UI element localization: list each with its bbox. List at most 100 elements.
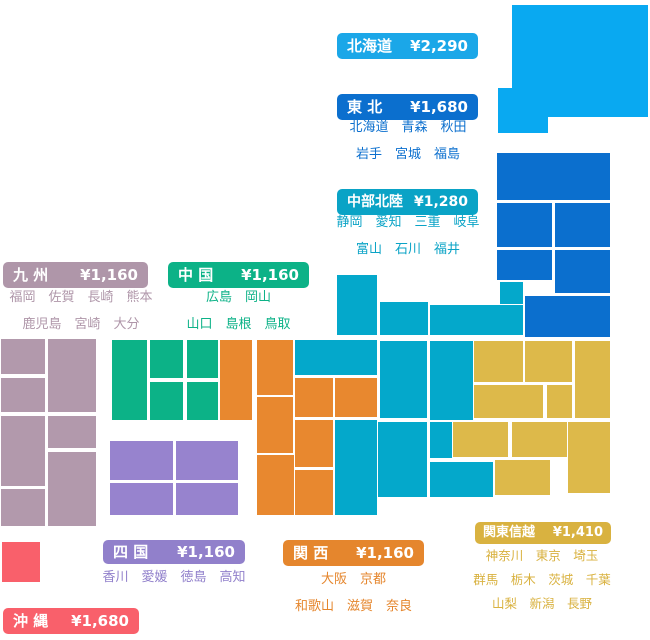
- map-tile-chugoku: [187, 382, 218, 420]
- region-price: ¥1,280: [413, 194, 468, 210]
- map-tile-chubu_hokuriku: [500, 282, 523, 304]
- region-name: 北海道: [347, 37, 393, 55]
- map-tile-tohoku: [555, 203, 610, 247]
- region-label-chugoku: 中 国 ¥1,160: [168, 262, 309, 288]
- map-tile-kanto_shinetsu: [474, 341, 523, 382]
- map-tile-chugoku: [150, 382, 183, 420]
- region-label-tohoku: 東 北 ¥1,680: [337, 94, 478, 120]
- region-name: 中 国: [178, 266, 214, 284]
- map-tile-kansai: [220, 340, 252, 420]
- map-tile-kyushu: [1, 378, 45, 412]
- map-tile-chubu_hokuriku: [380, 302, 428, 335]
- map-tile-shikoku: [176, 483, 238, 515]
- region-name: 四 国: [113, 543, 149, 561]
- prefecture-list-tohoku: 北海道 青森 秋田 岩手 宮城 福島: [328, 114, 488, 168]
- map-tile-chugoku: [112, 340, 147, 420]
- map-tile-kansai: [335, 378, 377, 417]
- region-name: 関東信越: [483, 525, 536, 540]
- map-tile-shikoku: [110, 441, 173, 480]
- map-tile-chubu_hokuriku: [430, 341, 473, 420]
- map-tile-kansai: [257, 455, 294, 515]
- map-tile-chubu_hokuriku: [380, 341, 427, 418]
- map-tile-kansai: [295, 420, 333, 467]
- prefecture-list-shikoku: 香川 愛媛 徳島 高知: [96, 564, 252, 591]
- map-tile-chubu_hokuriku: [430, 462, 493, 497]
- region-label-okinawa: 沖 縄 ¥1,680: [3, 608, 139, 634]
- map-tile-kyushu: [48, 416, 96, 448]
- region-price: ¥1,680: [71, 612, 129, 630]
- prefecture-row: 福岡 佐賀 長崎 熊本: [9, 290, 153, 305]
- map-tile-tohoku: [525, 296, 610, 337]
- map-tile-kyushu: [1, 489, 45, 526]
- map-tile-chugoku: [150, 340, 183, 378]
- map-tile-shikoku: [110, 483, 173, 515]
- map-tile-kanto_shinetsu: [512, 422, 567, 457]
- prefecture-row: 山梨 新潟 長野: [491, 596, 592, 611]
- map-tile-kyushu: [1, 416, 45, 486]
- prefecture-list-kanto-shinetsu: 神奈川 東京 埼玉 群馬 栃木 茨城 千葉 山梨 新潟 長野: [464, 544, 620, 616]
- prefecture-row: 鹿児島 宮崎 大分: [22, 317, 140, 332]
- prefecture-row: 静岡 愛知 三重 岐阜: [336, 215, 480, 230]
- prefecture-row: 香川 愛媛 徳島 高知: [102, 570, 246, 585]
- region-price: ¥2,290: [410, 37, 468, 55]
- map-tile-tohoku: [555, 250, 610, 293]
- map-tile-kanto_shinetsu: [453, 422, 508, 457]
- map-tile-chubu_hokuriku: [378, 422, 427, 497]
- map-tile-kansai: [295, 378, 333, 417]
- map-tile-okinawa: [2, 542, 40, 582]
- map-tile-kanto_shinetsu: [568, 422, 610, 493]
- region-price: ¥1,160: [177, 543, 235, 561]
- region-price: ¥1,160: [80, 266, 138, 284]
- prefecture-list-kansai: 大阪 京都 和歌山 滋賀 奈良: [276, 566, 431, 620]
- region-price: ¥1,160: [241, 266, 299, 284]
- map-tile-chubu_hokuriku: [430, 422, 452, 458]
- map-tile-kansai: [257, 397, 293, 453]
- region-label-kanto-shinetsu: 関東信越 ¥1,410: [475, 522, 611, 544]
- map-tile-chubu_hokuriku: [335, 420, 377, 515]
- region-name: 沖 縄: [13, 612, 49, 630]
- region-price: ¥1,160: [356, 544, 414, 562]
- map-tile-tohoku: [497, 203, 552, 247]
- region-name: 九 州: [13, 266, 49, 284]
- region-label-hokkaido: 北海道 ¥2,290: [337, 33, 478, 59]
- prefecture-row: 群馬 栃木 茨城 千葉: [473, 572, 611, 587]
- map-tile-kanto_shinetsu: [525, 341, 572, 382]
- prefecture-list-kyushu: 福岡 佐賀 長崎 熊本 鹿児島 宮崎 大分: [0, 284, 162, 338]
- region-name: 中部北陸: [347, 194, 403, 210]
- map-tile-chubu_hokuriku: [430, 305, 523, 335]
- region-name: 東 北: [347, 98, 383, 116]
- map-tile-kanto_shinetsu: [547, 385, 572, 418]
- region-label-chubu-hokuriku: 中部北陸 ¥1,280: [337, 189, 478, 215]
- map-tile-kansai: [295, 470, 333, 515]
- map-tile-shikoku: [176, 441, 238, 480]
- prefecture-row: 広島 岡山: [205, 290, 271, 305]
- map-tile-kanto_shinetsu: [575, 341, 610, 418]
- region-label-kyushu: 九 州 ¥1,160: [3, 262, 148, 288]
- map-tile-hokkaido: [498, 88, 548, 133]
- region-name: 関 西: [293, 544, 329, 562]
- map-tile-chugoku: [187, 340, 218, 378]
- prefecture-row: 山口 島根 鳥取: [186, 317, 291, 332]
- prefecture-row: 和歌山 滋賀 奈良: [294, 599, 412, 614]
- map-tile-kyushu: [48, 452, 96, 526]
- map-tile-chubu_hokuriku: [295, 340, 377, 375]
- prefecture-list-chugoku: 広島 岡山 山口 島根 鳥取: [162, 284, 315, 338]
- prefecture-list-chubu-hokuriku: 静岡 愛知 三重 岐阜 富山 石川 福井: [326, 209, 490, 263]
- map-tile-kanto_shinetsu: [495, 460, 550, 495]
- map-tile-chubu_hokuriku: [337, 275, 377, 335]
- region-price: ¥1,410: [552, 525, 603, 540]
- prefecture-row: 神奈川 東京 埼玉: [485, 548, 599, 563]
- map-tile-kansai: [257, 340, 293, 395]
- prefecture-row: 大阪 京都: [320, 572, 386, 587]
- region-price: ¥1,680: [410, 98, 468, 116]
- map-tile-kyushu: [1, 339, 45, 374]
- prefecture-row: 富山 石川 福井: [355, 242, 460, 257]
- map-tile-tohoku: [497, 153, 610, 200]
- region-label-shikoku: 四 国 ¥1,160: [103, 540, 245, 564]
- region-label-kansai: 関 西 ¥1,160: [283, 540, 424, 566]
- map-tile-kanto_shinetsu: [474, 385, 543, 418]
- prefecture-row: 北海道 青森 秋田: [349, 120, 467, 135]
- map-tile-tohoku: [497, 250, 552, 280]
- map-tile-kyushu: [48, 339, 96, 412]
